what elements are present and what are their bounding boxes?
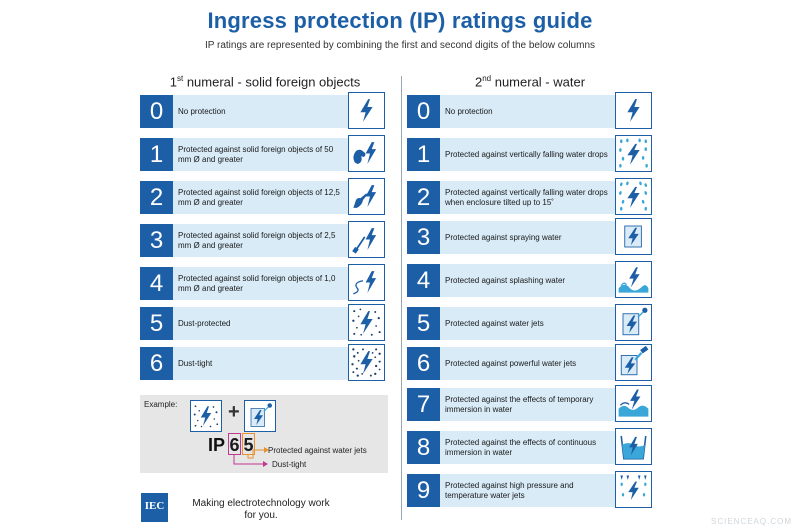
solid-rating-row: 2 Protected against solid foreign object… — [140, 181, 348, 214]
rating-description: No protection — [445, 106, 493, 116]
powerful-jet-icon — [615, 344, 652, 381]
high-pressure-jet-icon — [615, 471, 652, 508]
rating-description: Protected against spraying water — [445, 232, 562, 242]
rating-description: Dust-tight — [178, 358, 213, 368]
iec-logo-text: IEC — [144, 500, 165, 512]
water-rating-row: 6 Protected against powerful water jets — [407, 347, 615, 380]
example-label: Example: — [144, 400, 178, 409]
rating-description: No protection — [178, 106, 226, 116]
temporary-immersion-icon — [615, 385, 652, 422]
rating-description: Dust-protected — [178, 318, 231, 328]
rating-description: Protected against vertically falling wat… — [445, 149, 608, 159]
tagline: Making electrotechnology work for you. — [192, 498, 330, 521]
second-digit: 5 — [242, 433, 255, 455]
water-jet-icon — [244, 400, 276, 432]
rating-number: 1 — [140, 138, 173, 171]
wire-icon — [348, 264, 385, 301]
splash-icon — [615, 261, 652, 298]
dust-icon — [190, 400, 222, 432]
ip-prefix: IP — [208, 435, 226, 455]
rating-number: 3 — [407, 221, 440, 254]
water-rating-row: 7 Protected against the effects of tempo… — [407, 388, 615, 421]
water-rating-row: 8 Protected against the effects of conti… — [407, 431, 615, 464]
tilted-drops-icon — [615, 178, 652, 215]
rating-number: 9 — [407, 474, 440, 507]
rating-description: Protected against powerful water jets — [445, 358, 577, 368]
rating-number: 2 — [140, 181, 173, 214]
water-rating-row: 5 Protected against water jets — [407, 307, 615, 340]
rating-number: 8 — [407, 431, 440, 464]
rating-description: Protected against the effects of continu… — [445, 437, 597, 457]
column-divider — [401, 76, 402, 520]
rating-description: Protected against vertically falling wat… — [445, 187, 608, 207]
solid-rating-row: 0 No protection — [140, 95, 348, 128]
dense-dust-icon — [348, 344, 385, 381]
water-rating-row: 9 Protected against high pressure and te… — [407, 474, 615, 507]
rating-description: Protected against water jets — [445, 318, 544, 328]
rating-number: 1 — [407, 138, 440, 171]
lightning-icon — [615, 92, 652, 129]
water-jet-icon — [615, 304, 652, 341]
rating-description: Protected against high pressure and temp… — [445, 480, 574, 500]
screwdriver-icon — [348, 221, 385, 258]
rating-description: Protected against solid foreign objects … — [178, 144, 334, 164]
solid-rating-row: 4 Protected against solid foreign object… — [140, 267, 348, 300]
rating-description: Protected against solid foreign objects … — [178, 187, 340, 207]
first-digit-note: Dust-tight — [272, 460, 307, 469]
water-rating-row: 4 Protected against splashing water — [407, 264, 615, 297]
page-title: Ingress protection (IP) ratings guide — [207, 8, 593, 33]
rating-number: 7 — [407, 388, 440, 421]
rating-number: 4 — [407, 264, 440, 297]
solid-rating-row: 6 Dust-tight — [140, 347, 348, 380]
example-box: Example: + IP 6 5 Protected against wate… — [140, 395, 388, 473]
rating-description: Protected against splashing water — [445, 275, 566, 285]
rating-number: 5 — [407, 307, 440, 340]
rating-number: 4 — [140, 267, 173, 300]
dust-icon — [348, 304, 385, 341]
iec-logo: IEC — [141, 493, 168, 522]
plus-sign: + — [228, 401, 240, 423]
finger-icon — [348, 178, 385, 215]
watermark: SCIENCEAQ.COM — [710, 517, 792, 526]
rating-number: 5 — [140, 307, 173, 340]
water-rating-row: 3 Protected against spraying water — [407, 221, 615, 254]
hand-icon — [348, 135, 385, 172]
solid-rating-row: 5 Dust-protected — [140, 307, 348, 340]
right-column-heading: 2nd numeral - water — [474, 74, 586, 90]
rating-number: 6 — [140, 347, 173, 380]
continuous-immersion-icon — [615, 428, 652, 465]
second-digit-note: Protected against water jets — [268, 446, 367, 455]
solid-rating-row: 1 Protected against solid foreign object… — [140, 138, 348, 171]
water-rating-row: 1 Protected against vertically falling w… — [407, 138, 615, 171]
lightning-icon — [348, 92, 385, 129]
water-rating-row: 0 No protection — [407, 95, 615, 128]
page-subtitle: IP ratings are represented by combining … — [204, 40, 596, 51]
rating-number: 6 — [407, 347, 440, 380]
rating-description: Protected against the effects of tempora… — [445, 394, 594, 414]
solid-rating-row: 3 Protected against solid foreign object… — [140, 224, 348, 257]
falling-drops-icon — [615, 135, 652, 172]
rating-number: 0 — [407, 95, 440, 128]
rating-number: 3 — [140, 224, 173, 257]
left-column-heading: 1st numeral - solid foreign objects — [169, 74, 361, 90]
example-connector-lines — [233, 447, 269, 467]
rating-number: 0 — [140, 95, 173, 128]
spray-icon — [615, 218, 652, 255]
water-rating-row: 2 Protected against vertically falling w… — [407, 181, 615, 214]
rating-number: 2 — [407, 181, 440, 214]
first-digit: 6 — [228, 433, 241, 455]
rating-description: Protected against solid foreign objects … — [178, 230, 336, 250]
rating-description: Protected against solid foreign objects … — [178, 273, 336, 293]
